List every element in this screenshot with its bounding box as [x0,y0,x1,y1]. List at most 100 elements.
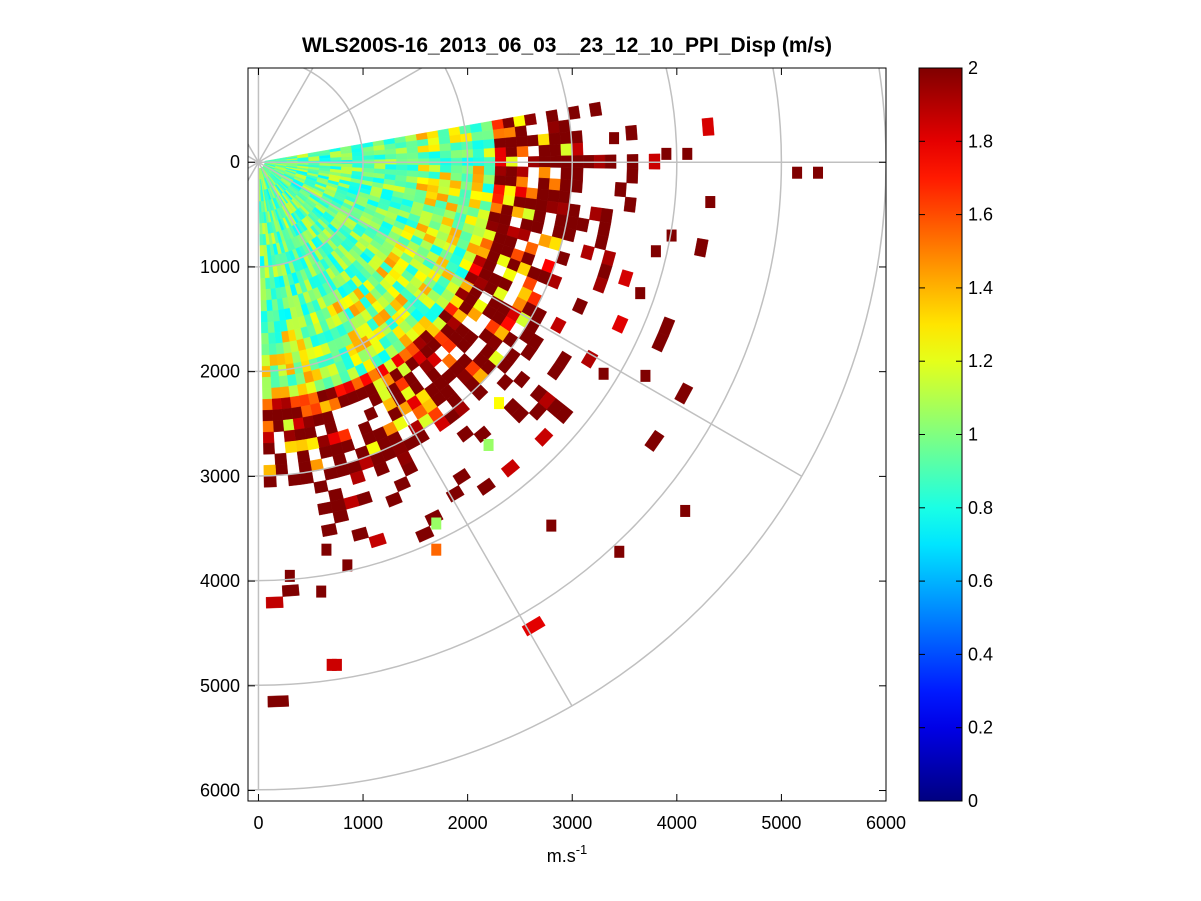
scan-cell [330,157,342,161]
scan-cell [280,397,292,410]
scan-cell [263,464,277,477]
scan-cell [351,526,370,542]
scan-cell [278,375,289,388]
scan-cell [276,353,286,366]
scan-cell [264,277,271,290]
scan-cell [618,269,634,288]
scan-cell [267,695,290,708]
scan-cell [406,146,419,154]
isolated-cell [598,367,609,380]
scan-cell [259,245,264,257]
scan-cell [483,174,496,185]
scan-cell [525,187,539,200]
scan-cell [261,321,269,334]
scan-cell [267,332,276,345]
scan-cell [597,221,612,237]
isolated-cell [284,569,295,582]
scan-cell [313,480,329,494]
scan-cell [500,458,521,478]
scan-cell [538,166,551,179]
scan-cell [320,523,338,538]
scan-cell [505,146,518,158]
scan-cell [260,278,266,290]
scan-cell [504,136,518,148]
scan-cell [269,354,278,367]
isolated-cell [614,545,625,558]
grid-spoke [248,161,260,182]
scan-cell [287,473,302,487]
isolated-cell [321,543,332,556]
scan-cell [275,342,285,355]
scan-cell [271,398,283,411]
scan-cell [302,415,315,429]
scan-cell [494,166,507,177]
scan-cell [592,276,609,294]
scan-cell [373,149,386,156]
scan-cell [363,155,375,161]
scan-cell [296,449,311,463]
scan-cell [623,196,637,213]
scan-cell [262,376,272,389]
scan-cell [550,316,567,334]
scan-cell [295,439,309,453]
scan-cell [373,461,390,477]
x-axis-label-superscript: -1 [576,842,588,857]
scan-cell [395,147,408,155]
scan-cell [266,310,274,323]
isolated-cell [682,147,693,160]
scan-cell [291,406,303,420]
grid-spoke [257,68,314,163]
scan-cell [374,154,386,161]
scan-cell [417,145,430,153]
x-tick-label: 2000 [448,813,488,833]
scan-cell [341,156,353,161]
scan-cell [439,143,452,152]
isolated-cell [483,438,494,451]
y-tick-label: 5000 [200,676,240,696]
scan-cell [449,134,462,144]
colorbar-gradient [919,68,962,801]
scan-cell [262,420,274,433]
scan-cell [260,300,267,312]
scan-cell [546,362,565,381]
scan-cell [494,137,507,149]
colorbar-tick-label: 2 [968,58,978,78]
scan-cell [611,314,629,334]
scan-cell [268,343,277,356]
scan-cell [282,418,295,432]
scan-cell [614,182,627,198]
scan-cell [503,185,517,197]
isolated-cell [705,196,716,209]
scan-cell [496,373,514,391]
scan-cell [396,164,408,171]
scan-cell [483,165,496,176]
isolated-cell [680,504,691,517]
scan-cell [368,532,387,549]
scan-cell [445,485,465,503]
scan-cell [292,417,305,431]
scan-cell [428,165,441,173]
colorbar-tick-label: 0.6 [968,571,993,591]
scan-cell [537,133,550,146]
scan-cell [427,137,440,146]
scan-cell [418,164,430,173]
scan-cell [520,343,538,362]
scan-cell [471,182,484,193]
isolated-cell [640,369,651,382]
x-axis: 0 1000 2000 3000 4000 5000 6000 [253,68,906,833]
grid-spoke [248,142,260,163]
isolated-cell [342,559,353,572]
isolated-cell [494,397,505,410]
scan-cell [450,142,463,151]
scan-cell [362,150,375,157]
scan-cell [492,128,506,140]
colorbar-tick-label: 1.8 [968,131,993,151]
colorbar-tick-label: 1.2 [968,351,993,371]
scan-cell [588,101,603,117]
scan-cell [261,343,270,356]
colorbar-tick-label: 0.8 [968,498,993,518]
scan-cell [265,299,273,312]
isolated-cell [635,287,646,300]
isolated-cell [609,132,620,145]
